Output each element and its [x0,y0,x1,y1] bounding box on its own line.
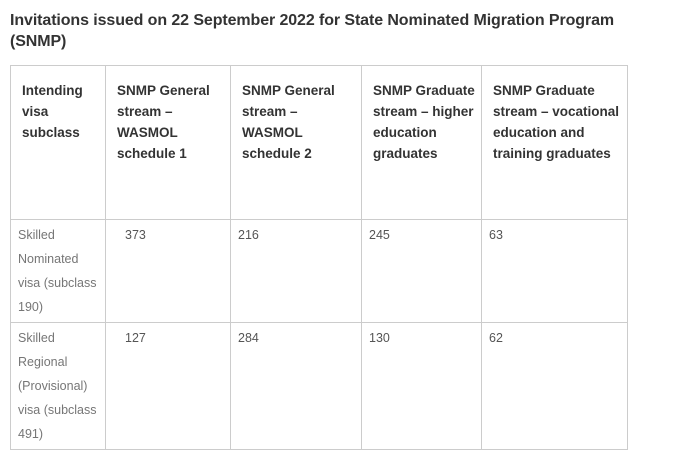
table-row-subclass-491: Skilled Regional (Provisional) visa (sub… [10,322,628,450]
page-title: Invitations issued on 22 September 2022 … [10,12,614,50]
value-cell: 245 [361,219,482,323]
value-cell: 284 [230,322,362,450]
table-header-row: Intending visa subclass SNMP General str… [10,65,628,220]
value-cell: 127 [105,322,231,450]
column-header-graduate-stream-vocational-training: SNMP Graduate stream – vocational educat… [481,65,628,220]
column-header-general-stream-wasmol-schedule-2: SNMP General stream – WASMOL schedule 2 [230,65,362,220]
row-label-cell: Skilled Nominated visa (subclass 190) [10,219,106,323]
column-header-graduate-stream-higher-education: SNMP Graduate stream – higher education … [361,65,482,220]
value-cell: 63 [481,219,628,323]
value-cell: 216 [230,219,362,323]
column-header-general-stream-wasmol-schedule-1: SNMP General stream – WASMOL schedule 1 [105,65,231,220]
value-cell: 130 [361,322,482,450]
column-header-intending-visa-subclass: Intending visa subclass [10,65,106,220]
table-row-subclass-190: Skilled Nominated visa (subclass 190) 37… [10,219,628,323]
row-label-cell: Skilled Regional (Provisional) visa (sub… [10,322,106,450]
value-cell: 373 [105,219,231,323]
value-cell: 62 [481,322,628,450]
snmp-invitations-table: Intending visa subclass SNMP General str… [10,65,628,450]
